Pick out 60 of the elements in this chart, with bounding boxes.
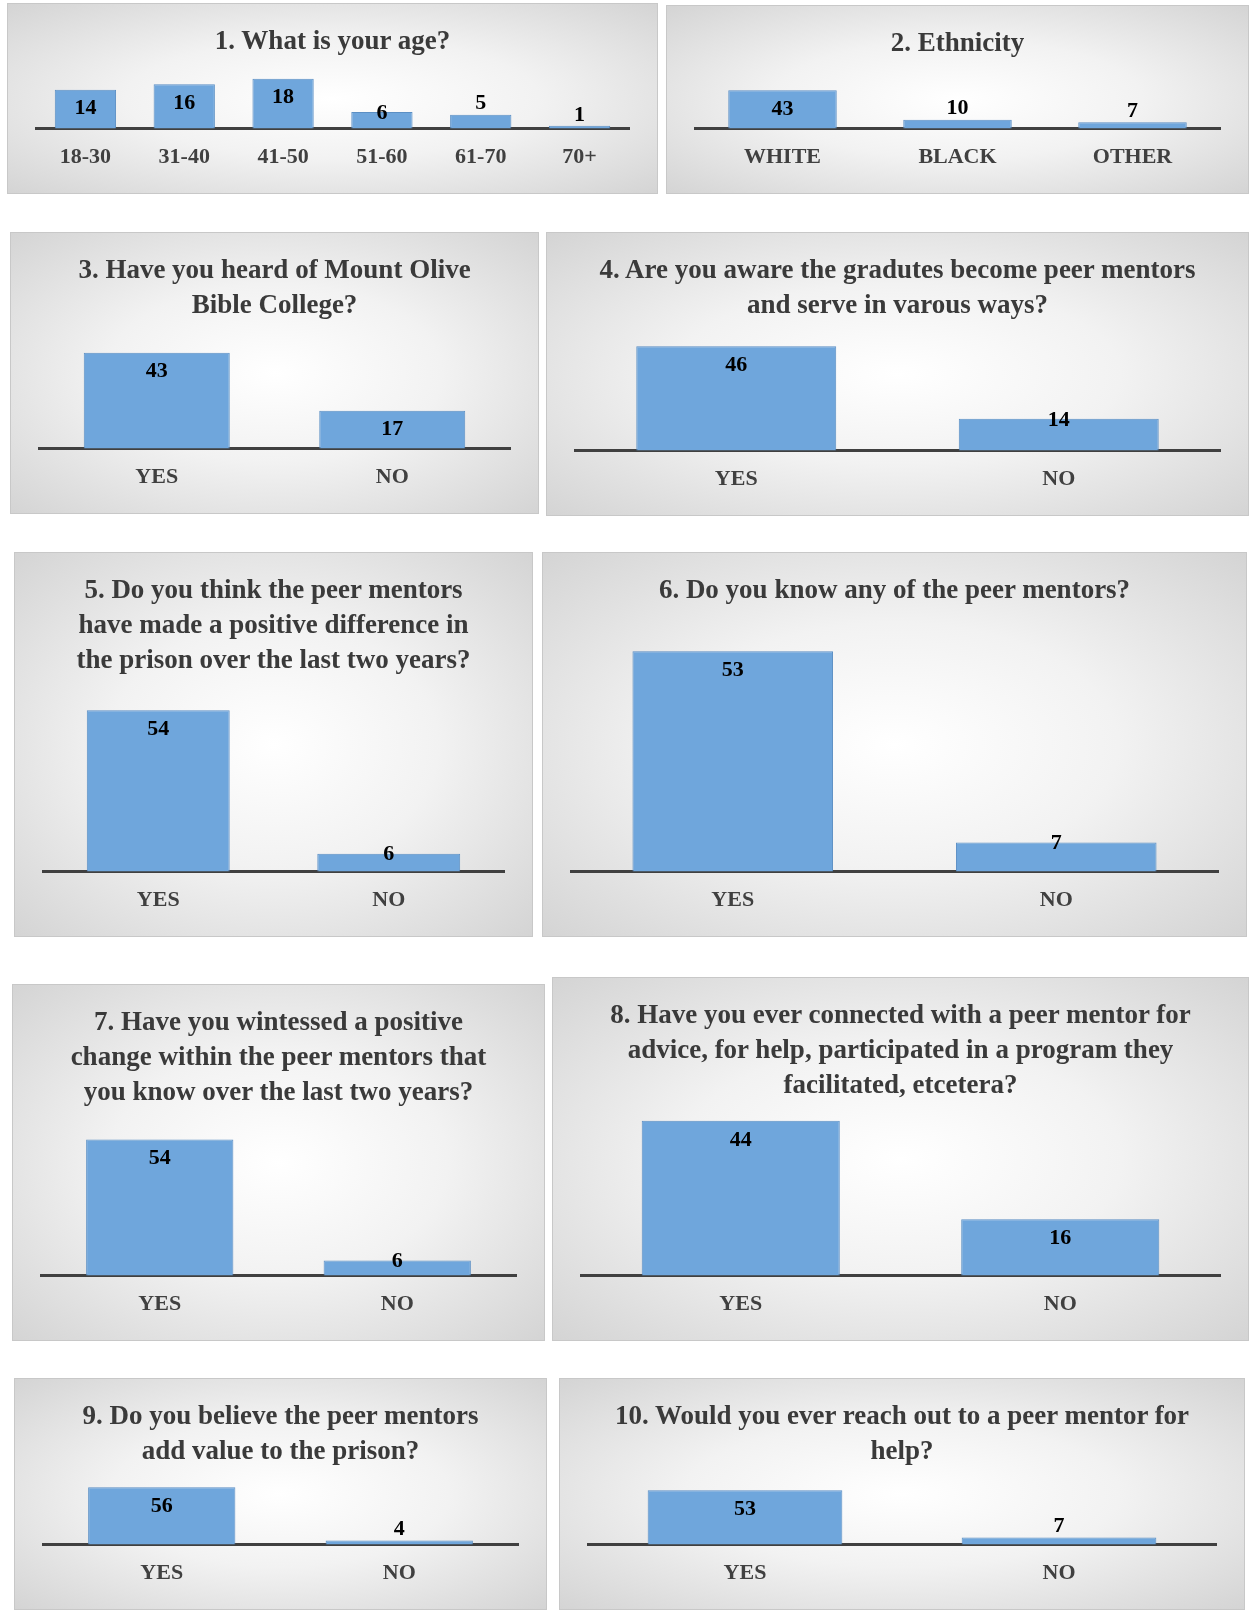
data-label: 54 [148,1144,171,1170]
x-tick-label: NO [375,463,409,489]
data-label: 7 [1050,829,1062,855]
data-label: 7 [1127,97,1138,123]
x-tick-label: YES [135,463,179,489]
chart-title: 10. Would you ever reach out to a peer mentor for help? [614,1399,1190,1465]
data-label: 53 [721,655,744,681]
x-tick-label: 61-70 [455,143,507,169]
data-label: 17 [381,415,404,441]
data-label: 43 [145,357,168,383]
chart-title: 7. Have you wintessed a positive change within the peer mentors that you know over the last two years? [70,1005,487,1106]
x-tick-label: NO [372,886,406,912]
chart-title: 9. Do you believe the peer mentors add value to the prison? [82,1399,479,1465]
x-tick-label: YES [138,1290,182,1316]
data-label: 6 [391,1247,403,1273]
x-tick-label: 18-30 [59,143,112,169]
data-label: 4 [393,1515,405,1541]
x-tick-label: OTHER [1092,143,1174,169]
x-tick-label: 70+ [562,143,597,169]
x-tick-label: 41-50 [257,143,309,169]
data-label: 6 [383,840,395,866]
x-tick-label: YES [711,886,755,912]
chart-title: 1. What is your age? [214,24,451,55]
x-tick-label: NO [380,1290,414,1316]
data-label: 46 [725,350,748,376]
data-label: 14 [74,94,97,120]
x-tick-label: NO [382,1559,416,1585]
x-tick-label: YES [723,1559,767,1585]
x-tick-label: NO [1042,1559,1076,1585]
data-label: 1 [574,100,586,126]
chart-title: 2. Ethnicity [890,26,1025,57]
chart-title: 8. Have you ever connected with a peer mentor for advice, for help, participated in a program they facilitated, etcetera? [610,998,1191,1099]
x-tick-label: 31-40 [158,143,210,169]
data-label: 14 [1047,405,1070,431]
data-label: 7 [1053,1512,1065,1538]
chart-title: 4. Are you aware the gradutes become peer mentors and serve in varous ways? [599,253,1196,319]
chart-title: 6. Do you know any of the peer mentors? [658,573,1131,604]
data-label: 18 [272,83,295,109]
x-tick-label: BLACK [918,143,997,169]
data-label: 6 [376,98,388,124]
data-label: 56 [150,1491,173,1517]
data-label: 54 [147,714,170,740]
x-tick-label: YES [719,1290,763,1316]
chart-title: 5. Do you think the peer mentors have made a positive difference in the prison over the last two years? [76,573,471,674]
x-tick-label: WHITE [743,143,822,169]
data-label: 5 [475,89,487,115]
data-label: 16 [1049,1224,1072,1249]
data-label: 16 [173,88,196,114]
x-tick-label: NO [1039,886,1073,912]
x-tick-label: 51-60 [356,143,408,169]
x-tick-label: YES [714,465,758,491]
data-label: 44 [729,1125,752,1151]
data-label: 53 [734,1495,756,1521]
x-tick-label: NO [1043,1290,1077,1316]
x-tick-label: YES [136,886,180,912]
data-label: 43 [771,94,794,120]
x-tick-label: NO [1042,465,1076,491]
x-tick-label: YES [140,1559,184,1585]
chart-title: 3. Have you heard of Mount Olive Bible College? [78,253,471,319]
data-label: 10 [946,94,969,120]
